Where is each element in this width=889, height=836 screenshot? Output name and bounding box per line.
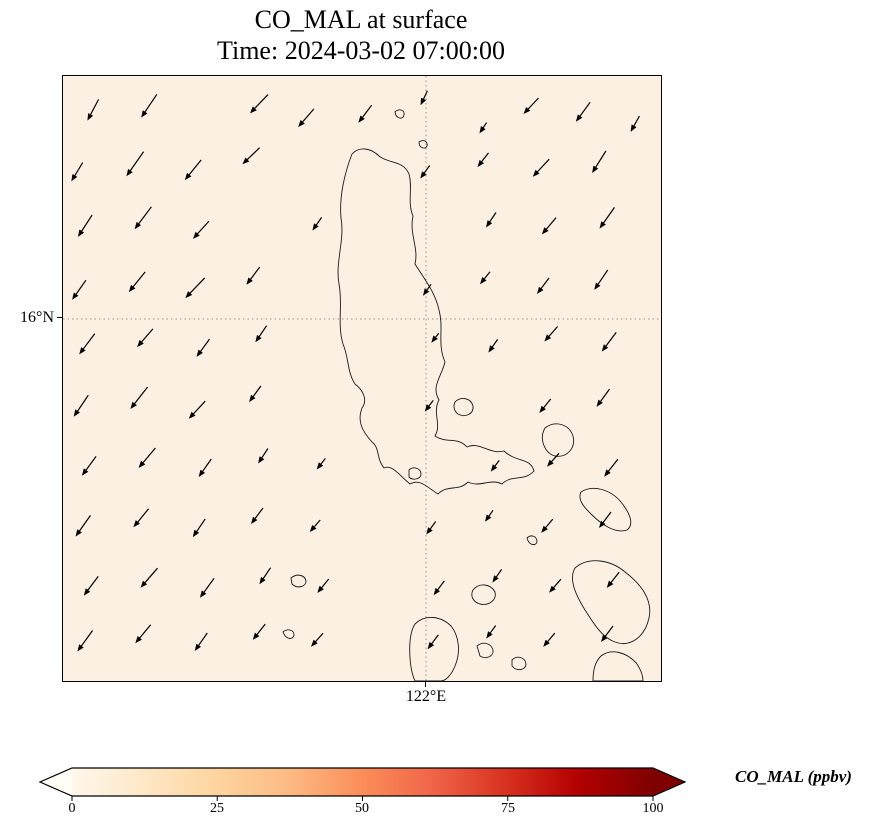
quiver-wind-vectors — [71, 90, 640, 652]
coast-islet-north-2 — [418, 140, 428, 149]
coast-luzon — [337, 148, 535, 495]
colorbar-tick-50: 50 — [355, 801, 369, 816]
plot-title: CO_MAL at surface — [254, 5, 468, 34]
coastline-layer — [282, 109, 651, 681]
colorbar-tick-75: 75 — [501, 801, 515, 816]
coast-islet-north-1 — [394, 109, 405, 119]
coast-islet-south-1 — [476, 642, 494, 659]
coast-islet-southwest — [282, 629, 295, 639]
coast-samar — [572, 560, 651, 644]
coast-polillo — [453, 398, 474, 417]
coast-catanduanes — [542, 423, 575, 457]
map-plot-area — [62, 75, 662, 682]
x-axis-tick-label: 122°E — [405, 688, 447, 705]
colorbar-tick-0: 0 — [68, 801, 76, 816]
coast-marinduque — [471, 584, 496, 605]
plot-subtitle: Time: 2024-03-02 07:00:00 — [217, 36, 505, 65]
colorbar — [38, 767, 687, 802]
y-axis-tick-label: 16°N — [20, 309, 54, 326]
x-axis-tick-mark — [425, 681, 427, 687]
colorbar-under-arrow — [40, 768, 72, 796]
coast-samar-south — [592, 651, 644, 681]
colorbar-label: CO_MAL (ppbv) — [735, 767, 852, 786]
coast-islet-south-2 — [511, 656, 527, 671]
colorbar-canvas — [38, 767, 687, 801]
coast-islet-bicol — [526, 535, 538, 546]
coast-mindoro — [409, 617, 459, 681]
coast-lake — [408, 467, 422, 480]
map-canvas — [63, 76, 661, 681]
coast-lubang — [290, 574, 307, 588]
y-axis-tick-mark — [57, 317, 63, 319]
colorbar-gradient-bar — [72, 768, 653, 796]
colorbar-tick-25: 25 — [210, 801, 224, 816]
coast-island-east — [579, 488, 632, 532]
colorbar-tick-100: 100 — [642, 801, 664, 816]
colorbar-tick-marks — [71, 796, 654, 801]
colorbar-over-arrow — [653, 768, 685, 796]
